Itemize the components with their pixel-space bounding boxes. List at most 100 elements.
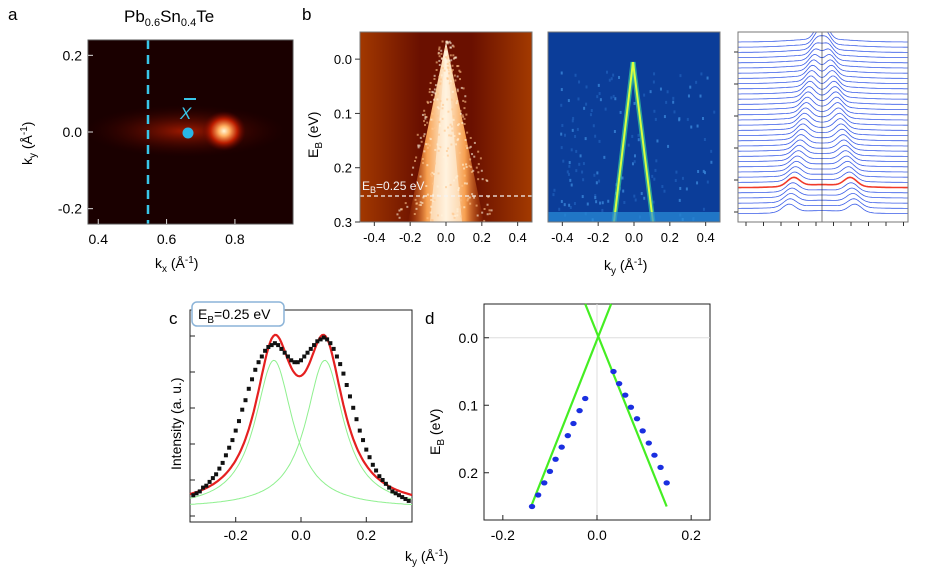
speckle xyxy=(450,80,453,83)
mdc-line xyxy=(738,42,908,58)
cut-e: E xyxy=(362,179,370,193)
axis-sub: y xyxy=(28,153,39,158)
speckle xyxy=(437,120,440,123)
speckle xyxy=(422,162,425,165)
dispersion-point xyxy=(564,433,572,439)
speckle xyxy=(706,180,709,184)
speckle xyxy=(443,69,446,72)
x-tick-label: -0.2 xyxy=(491,527,515,543)
speckle xyxy=(449,42,452,45)
x-tick-label: -0.2 xyxy=(587,230,609,245)
panel-b-ticks: -0.4 -0.2 0.0 0.2 0.4 -0.4 -0.2 0.0 0.2 0.4 0.0 0.1… xyxy=(334,52,715,245)
mdc-line xyxy=(738,59,908,74)
panel-c: -0.2 0.0 0.2 EB=0.25 eV Intensity (a. u.) … xyxy=(168,301,448,568)
panel-b: EB=0.25 eV -0.4 -0.2 0.0 0.2 0.4 -0.4 -0.2 0.0 0… xyxy=(305,31,909,277)
data-point xyxy=(230,438,235,443)
speckle xyxy=(454,79,457,82)
x-tick-label: 0.4 xyxy=(697,230,715,245)
y-tick-label: 0.2 xyxy=(459,465,479,481)
speckle xyxy=(450,70,453,73)
cut-rest: =0.25 eV xyxy=(376,179,424,193)
speckle xyxy=(426,121,429,124)
x-tick-label: 0.6 xyxy=(157,231,177,247)
speckle xyxy=(567,99,570,103)
speckle xyxy=(675,170,678,174)
speckle xyxy=(447,182,450,185)
label-sub: B xyxy=(207,315,214,326)
speckle xyxy=(456,210,459,213)
speckle xyxy=(473,141,476,144)
speckle xyxy=(574,73,577,77)
panel-a-xlabel: kx (Å-1) xyxy=(155,255,198,275)
mdc-line xyxy=(738,64,908,79)
speckle xyxy=(450,134,453,137)
speckle xyxy=(461,114,464,117)
speckle xyxy=(446,62,449,65)
speckle xyxy=(652,200,655,204)
speckle xyxy=(434,148,437,151)
mdc-fit-plot: -0.2 0.0 0.2 xyxy=(189,333,413,543)
speckle xyxy=(477,163,480,166)
speckle xyxy=(473,155,476,158)
axis-main: k xyxy=(19,157,35,165)
speckle xyxy=(414,159,417,162)
speckle xyxy=(578,80,581,84)
speckle xyxy=(597,83,600,87)
speckle xyxy=(571,128,574,132)
speckle xyxy=(456,132,459,135)
speckle xyxy=(553,188,556,192)
speckle xyxy=(463,167,466,170)
x-tick-label: -0.4 xyxy=(551,230,573,245)
y-tick-label: 0.2 xyxy=(334,161,352,176)
speckle xyxy=(477,178,480,181)
speckle xyxy=(445,41,448,44)
x-tick-label: 0.0 xyxy=(587,527,607,543)
speckle xyxy=(570,148,573,152)
speckle xyxy=(431,127,434,130)
speckle xyxy=(398,209,401,212)
speckle xyxy=(663,115,666,119)
data-point xyxy=(321,335,326,340)
speckle xyxy=(457,124,460,127)
speckle xyxy=(433,199,436,202)
speckle xyxy=(595,181,598,185)
speckle xyxy=(443,70,446,73)
speckle xyxy=(412,166,415,169)
mdc-frame xyxy=(737,31,909,223)
speckle xyxy=(608,78,611,82)
speckle xyxy=(696,124,699,128)
speckle xyxy=(576,127,579,131)
x-tick-label: 0.2 xyxy=(473,230,491,245)
speckle xyxy=(471,193,474,196)
data-point xyxy=(266,345,271,349)
label-box-frame xyxy=(191,301,285,327)
mdc-line xyxy=(738,160,908,173)
speckle xyxy=(445,101,448,104)
panel-a-ticks: 0.4 0.6 0.8 0.2 0.0 -0.2 xyxy=(58,47,245,247)
speckle xyxy=(610,77,613,81)
dispersion-point xyxy=(663,480,670,486)
speckle xyxy=(599,201,602,205)
speckle xyxy=(598,179,601,183)
speckle xyxy=(440,74,443,77)
speckle xyxy=(659,87,662,91)
speckle xyxy=(421,113,424,116)
speckle xyxy=(598,139,601,143)
speckle xyxy=(438,75,441,78)
axis-sub: y xyxy=(611,266,616,277)
speckle xyxy=(469,136,472,139)
speckle xyxy=(459,199,462,202)
data-point xyxy=(351,405,356,410)
panel-d-ylabel: EB (eV) xyxy=(427,409,447,455)
x-tick-label: 0.2 xyxy=(357,527,377,543)
data-point xyxy=(210,476,215,481)
y-tick-label: 0.3 xyxy=(334,215,352,230)
speckle xyxy=(653,109,656,113)
axis-unit: (Å xyxy=(167,255,186,271)
data-point xyxy=(328,341,333,346)
speckle xyxy=(423,120,426,123)
mdc-ticks xyxy=(734,51,904,226)
speckle xyxy=(447,67,450,70)
axis-unit-close: ) xyxy=(19,122,35,127)
speckle xyxy=(439,146,442,149)
